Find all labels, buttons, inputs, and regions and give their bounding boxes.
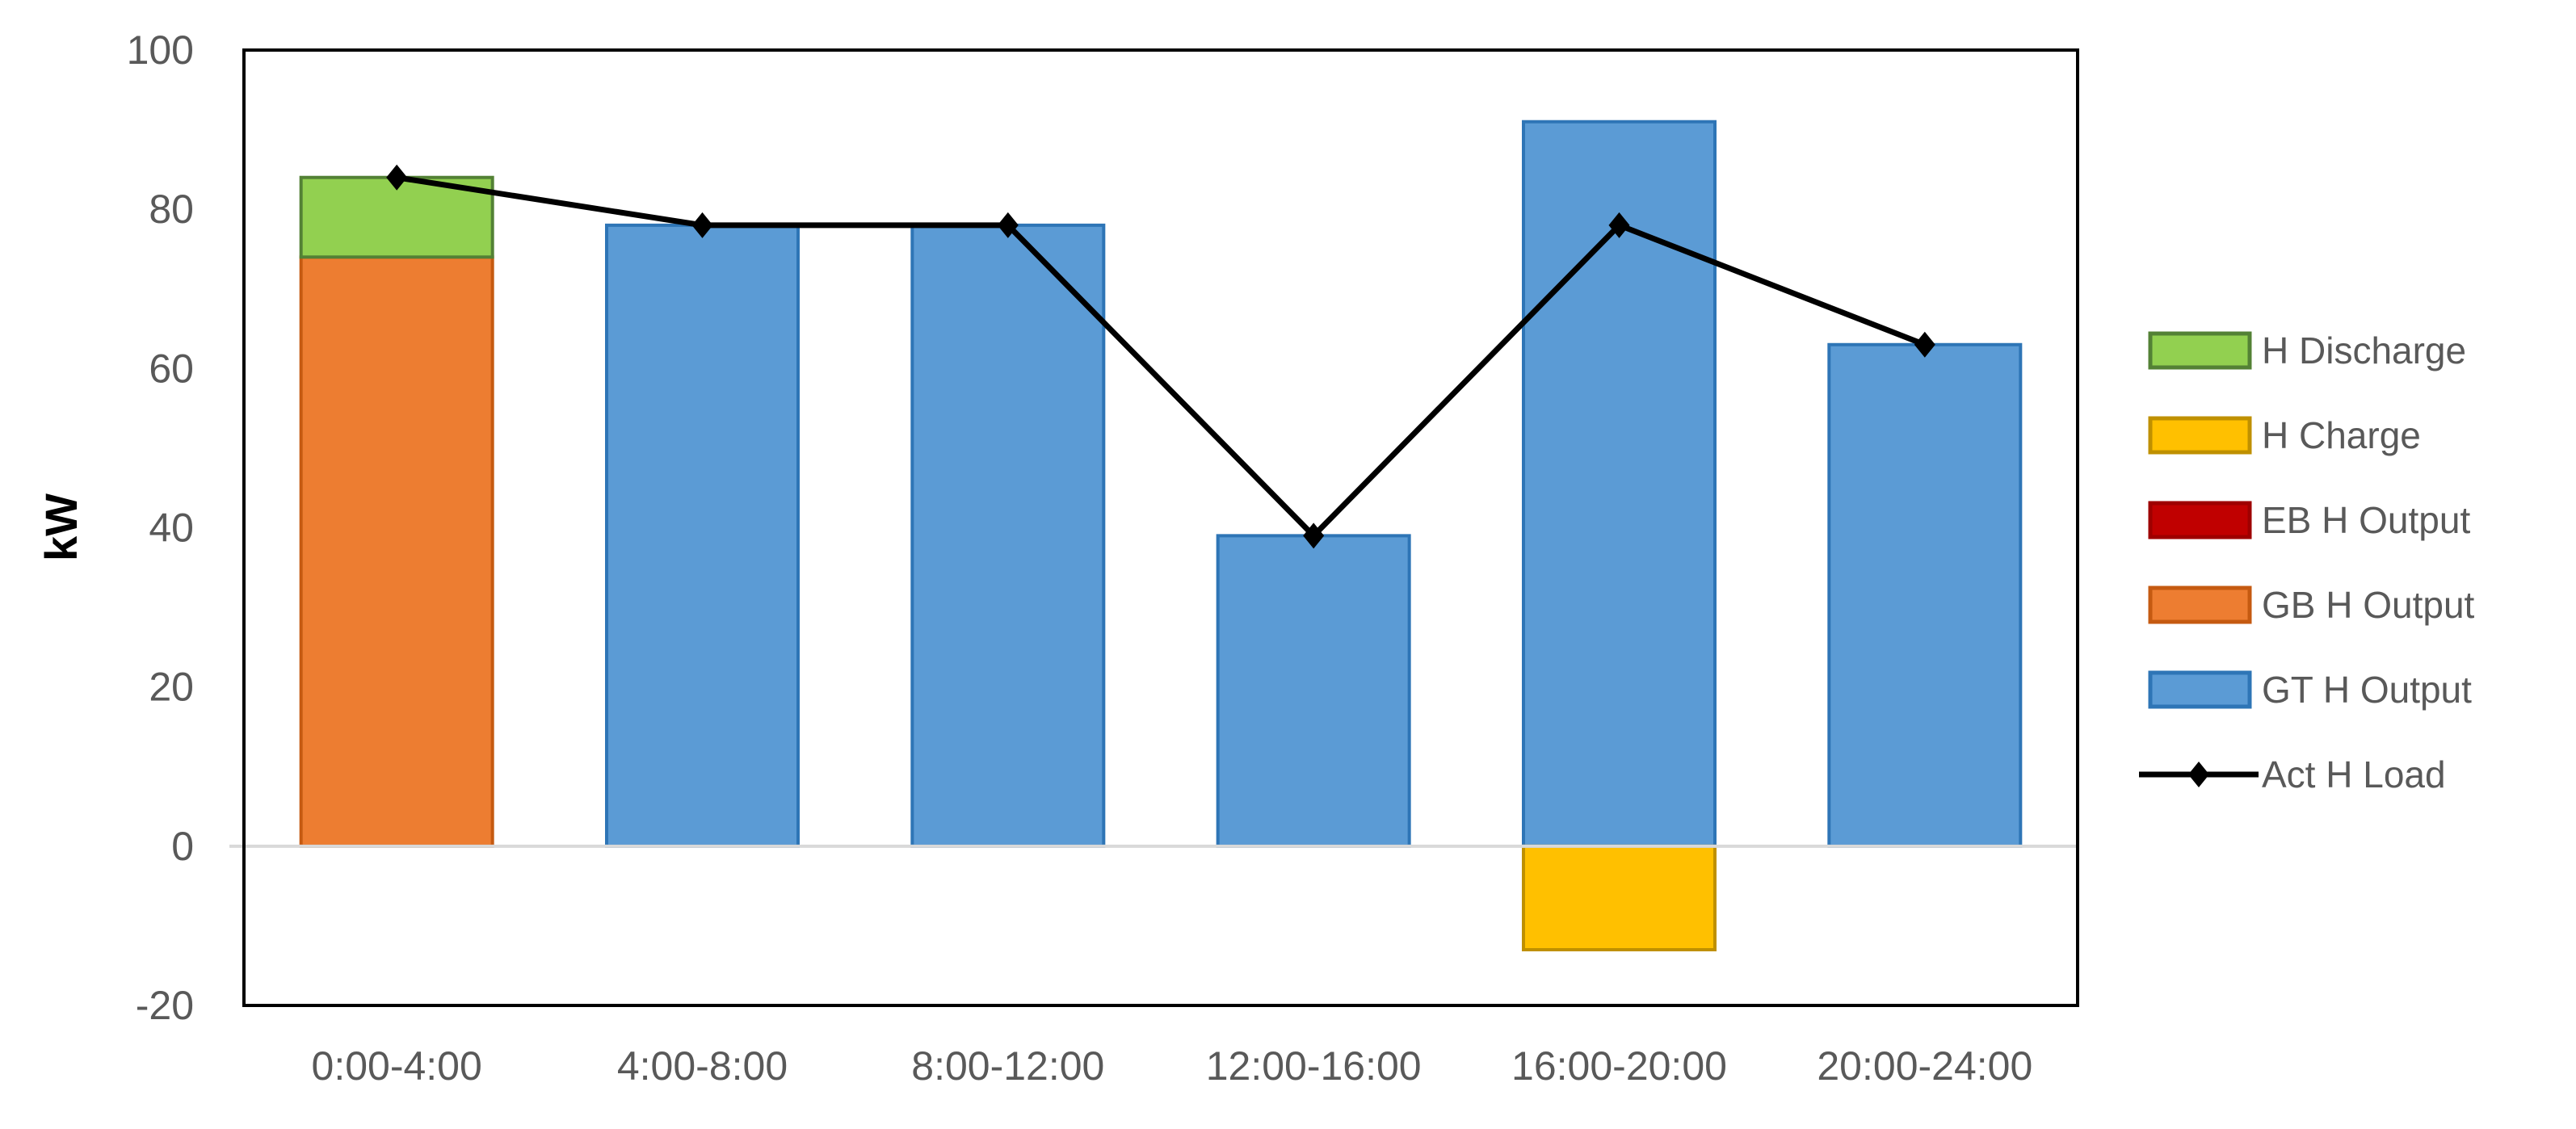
- act-h-load-marker: [386, 164, 408, 191]
- legend-swatch-eb-h-output: [2148, 501, 2252, 539]
- x-category-label: 8:00-12:00: [911, 1043, 1104, 1089]
- bar-segment-gt-h-output: [605, 223, 800, 848]
- act-h-load-marker: [997, 212, 1019, 238]
- x-category-label: 16:00-20:00: [1511, 1043, 1727, 1089]
- legend: H Discharge H Charge EB H Output GB H Outpu…: [2139, 329, 2475, 795]
- x-category-label: 20:00-24:00: [1817, 1043, 2032, 1089]
- legend-swatch-gt-h-output: [2148, 670, 2252, 709]
- y-tick-label: -20: [136, 983, 194, 1028]
- bar-segment-gt-h-output: [1216, 534, 1411, 848]
- act-h-load-marker: [691, 212, 713, 238]
- act-h-load-marker: [1303, 523, 1325, 549]
- legend-label-h-discharge: H Discharge: [2262, 329, 2466, 371]
- y-tick-label: 20: [149, 665, 194, 710]
- legend-label-gt-h-output: GT H Output: [2262, 669, 2472, 711]
- y-tick-label: 60: [149, 346, 194, 391]
- legend-label-act-h-load: Act H Load: [2262, 753, 2446, 795]
- legend-swatch-h-discharge: [2148, 331, 2252, 370]
- legend-swatch-gb-h-output: [2148, 585, 2252, 624]
- x-category-label: 4:00-8:00: [617, 1043, 788, 1089]
- y-tick-label: 0: [171, 824, 194, 869]
- legend-swatch-h-charge: [2148, 416, 2252, 455]
- act-h-load-marker: [1608, 212, 1630, 238]
- x-category-label: 0:00-4:00: [312, 1043, 482, 1089]
- bar-segment-gt-h-output: [1827, 342, 2023, 848]
- plot-border: [242, 48, 2079, 1007]
- y-tick-label: 100: [127, 27, 194, 73]
- legend-label-h-charge: H Charge: [2262, 414, 2421, 456]
- legend-label-gb-h-output: GB H Output: [2262, 584, 2475, 626]
- bar-segment-gb-h-output: [299, 255, 494, 848]
- act-h-load-marker: [1914, 331, 1935, 358]
- y-tick-label: 80: [149, 187, 194, 232]
- legend-marker-act-h-load: [2188, 762, 2209, 787]
- y-tick-label: 40: [149, 506, 194, 551]
- y-axis-title: kW: [36, 493, 86, 561]
- bar-segment-h-charge: [1522, 844, 1717, 951]
- act-h-load-line: [396, 174, 1927, 540]
- line-series-layer: [386, 164, 1935, 549]
- bar-segment-gt-h-output: [910, 223, 1106, 848]
- x-category-label: 12:00-16:00: [1206, 1043, 1422, 1089]
- legend-label-eb-h-output: EB H Output: [2262, 499, 2470, 541]
- bars-layer: [299, 120, 2023, 951]
